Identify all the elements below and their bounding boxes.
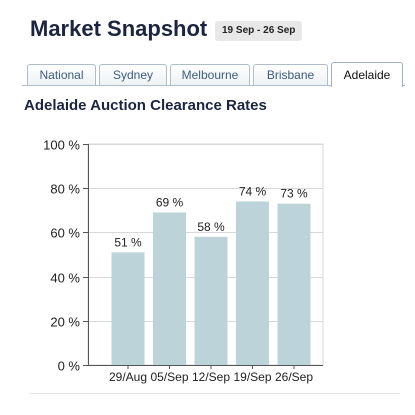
y-tick-label: 20 % xyxy=(50,315,80,330)
chart-title: Adelaide Auction Clearance Rates xyxy=(24,97,267,114)
data-label: 73 % xyxy=(280,187,308,201)
tab-national[interactable]: National xyxy=(27,64,96,85)
data-label: 58 % xyxy=(197,220,225,234)
data-label: 74 % xyxy=(239,184,267,198)
x-tick-label: 12/Sep xyxy=(192,370,230,384)
date-range-badge: 19 Sep - 26 Sep xyxy=(215,21,303,41)
y-tick-label: 100 % xyxy=(43,138,80,153)
x-tick-label: 05/Sep xyxy=(150,370,188,384)
chart-container: 0 % 20 % 40 % 60 % 80 % 100 % 51 % 29/Aug 69 % 05… xyxy=(0,120,415,410)
y-tick-label: 0 % xyxy=(58,359,81,374)
data-label: 51 % xyxy=(114,235,142,249)
bar-chart: 0 % 20 % 40 % 60 % 80 % 100 % 51 % 29/Aug 69 % 05… xyxy=(43,138,324,384)
y-tick-label: 80 % xyxy=(50,182,80,197)
tab-sydney[interactable]: Sydney xyxy=(99,64,167,85)
header: Market Snapshot 19 Sep - 26 Sep xyxy=(0,0,415,60)
page-title: Market Snapshot xyxy=(30,16,208,41)
bar xyxy=(153,212,186,365)
y-tick-label: 60 % xyxy=(50,226,80,241)
y-tick-label: 40 % xyxy=(50,271,80,286)
city-tabs: National Sydney Melbourne Brisbane Adela… xyxy=(22,62,415,87)
tab-melbourne[interactable]: Melbourne xyxy=(170,64,250,85)
bar xyxy=(277,203,311,365)
data-label: 69 % xyxy=(156,196,184,210)
tab-adelaide[interactable]: Adelaide xyxy=(331,62,403,87)
bar xyxy=(111,252,145,365)
x-tick-label: 29/Aug xyxy=(109,370,147,384)
x-tick-label: 26/Sep xyxy=(275,370,313,384)
bar xyxy=(236,201,269,365)
bar xyxy=(194,236,228,365)
tab-brisbane[interactable]: Brisbane xyxy=(253,64,328,85)
x-tick-label: 19/Sep xyxy=(233,370,271,384)
divider xyxy=(30,393,400,394)
tab-baseline xyxy=(22,85,405,86)
